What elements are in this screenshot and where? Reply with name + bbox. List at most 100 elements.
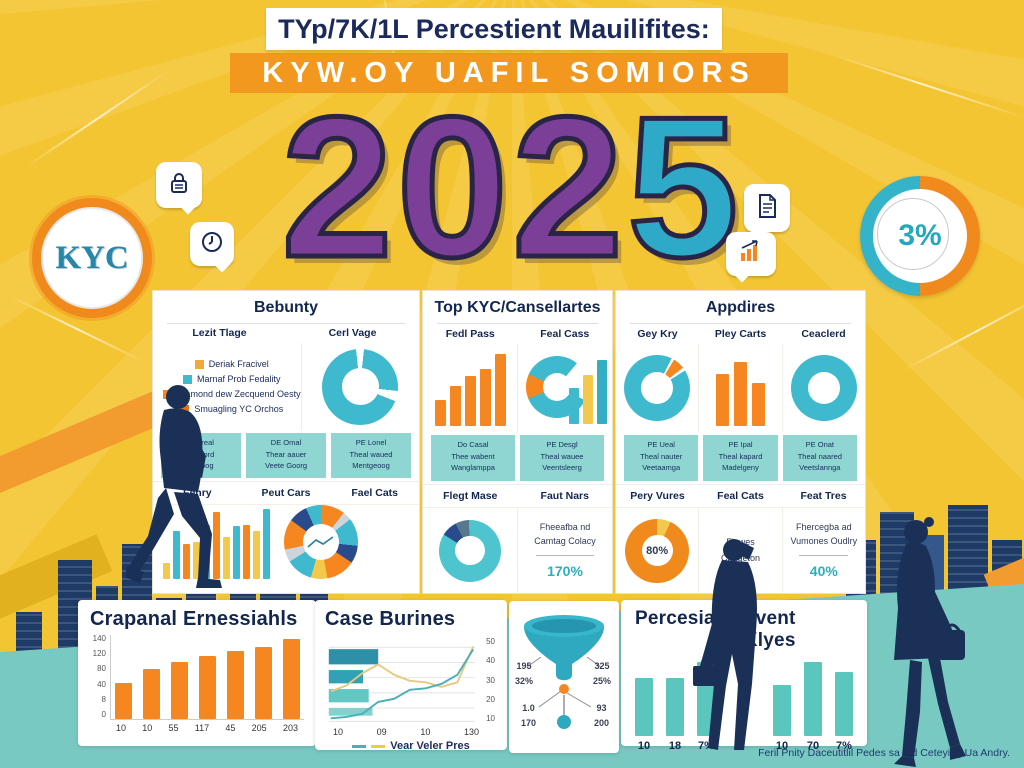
funnel-value: 200 <box>593 718 609 729</box>
info-box: PE Ueal Theal nauter Veetaamga <box>624 435 699 481</box>
bar <box>283 639 300 719</box>
tick-label: 70 <box>806 740 820 752</box>
chart-cell <box>300 343 419 430</box>
donut-chart-gey-kry <box>624 355 691 421</box>
bar <box>183 543 190 579</box>
donut-chart-ceaclerd <box>790 355 857 421</box>
card-title: Crapanal Ernessiahls <box>90 608 298 630</box>
bar <box>173 530 180 579</box>
tick-label: 80 <box>97 664 106 674</box>
kpi-label: Fheeafba nd <box>539 521 591 532</box>
divider <box>799 555 849 557</box>
card-crapanal: Crapanal Ernessiahls 140 120 80 40 8 0 10 10 55… <box>78 600 316 746</box>
document-icon <box>756 193 778 224</box>
bar <box>835 672 853 736</box>
panel-body <box>616 344 865 432</box>
tick-label: 140 <box>92 634 106 643</box>
chart-legend: Vear Veler Pres <box>325 740 497 752</box>
bar <box>233 525 240 579</box>
main-title: TYp/7K/1L Percestient Mauilifites: <box>278 13 710 44</box>
speech-bubble <box>744 184 790 232</box>
tick-label: 0 <box>101 709 106 719</box>
speech-bubble <box>156 162 202 208</box>
panel-top-kyc-cansellartes: Top KYC/Cansellartes Fedl Pass Feal Cass… <box>422 290 613 594</box>
legend-label: Smuagling YC Orchos <box>194 404 284 415</box>
funnel-value: 32% <box>515 676 534 687</box>
info-box: PE Onat Theal naared Veetslannga <box>782 435 857 481</box>
tick-label: 130 <box>463 727 479 737</box>
info-line: Veete Goorg <box>264 461 308 471</box>
chart-cell <box>698 344 781 432</box>
bar <box>263 508 270 579</box>
tick-label: 10 <box>420 727 431 737</box>
tick-label: 20 <box>486 694 495 704</box>
chart-cell <box>423 344 517 432</box>
bar <box>163 562 170 579</box>
footer-caption: Feril Pnity Daceutitlil Pedes sa tod Cet… <box>758 747 1010 759</box>
line-series-series-b <box>330 648 475 720</box>
bar-chart-icon <box>737 239 765 269</box>
bar <box>751 383 765 426</box>
column-header: Faut Nars <box>540 490 589 502</box>
bar <box>243 524 250 579</box>
bar <box>115 683 132 719</box>
divider <box>630 323 851 324</box>
funnel-value: 93 <box>596 703 607 713</box>
bar-chart-crapanal: 140 120 80 40 8 0 <box>90 635 304 720</box>
tick-label: 8 <box>101 694 106 704</box>
info-line: DE Omal <box>270 438 302 447</box>
divider <box>536 555 594 557</box>
funnel-value: 195 <box>516 661 532 671</box>
card-funnel: 195 32% 325 25% 1.0 170 93 200 <box>509 601 619 753</box>
subtitle: KYW.OY UAFIL SOMIORS <box>262 56 756 89</box>
legend-label: Marnaf Prob Fedality <box>197 374 281 385</box>
tick-label: 10 <box>775 740 789 752</box>
donut-chart-flegt-mase <box>439 519 501 582</box>
bar <box>255 647 272 719</box>
funnel-value: 170 <box>521 718 537 729</box>
column-headers: Lezit Tlage Cerl Vage <box>153 324 419 344</box>
chart-cell <box>616 344 698 432</box>
divider <box>167 322 405 324</box>
bar <box>733 362 747 426</box>
kpi-block: Fhercegba ad Vumones Oudlry 40% <box>783 520 865 582</box>
column-header: Lezit Tlage <box>192 327 247 340</box>
year-suffix: 5 <box>625 76 743 299</box>
column-header: Gey Kry <box>637 328 678 340</box>
column-headers: Fedl Pass Feal Cass <box>423 324 612 344</box>
donut-chart-bebunty <box>322 348 399 425</box>
info-box: DE Omal Thear aauer Veete Goorg <box>246 433 326 479</box>
info-line: Veentsleerg <box>542 463 582 473</box>
x-axis: 10 09 10 130 <box>325 727 497 737</box>
info-line: Veetslannga <box>799 463 841 473</box>
speech-bubble <box>190 222 234 266</box>
legend-label: Diamond dew Zecquend Oesty <box>177 389 301 400</box>
bar <box>635 678 653 736</box>
plot-area <box>110 635 304 720</box>
bar <box>715 374 729 426</box>
bar <box>213 511 220 579</box>
legend-item: Deriak Fracivel <box>194 359 269 370</box>
chart-cell <box>781 344 865 432</box>
tick-label: 10 <box>142 723 153 733</box>
bar <box>253 530 260 579</box>
bar-chart-fedl-pass <box>434 350 506 426</box>
legend-label: Deriak Fracivel <box>208 359 269 370</box>
bar <box>227 651 244 719</box>
bar <box>804 662 822 736</box>
tick-label: 09 <box>376 727 387 737</box>
chart-cell <box>517 344 612 432</box>
y-axis: 140 120 80 40 8 0 <box>90 635 110 719</box>
bar <box>143 669 160 719</box>
donut-center-label: 80% <box>646 544 669 557</box>
kyc-badge-label: KYC <box>55 239 129 276</box>
trend-line <box>307 536 334 548</box>
person-silhouette-phone <box>688 534 788 758</box>
info-line: Thear aauer <box>265 449 307 459</box>
kpi-block: Fheeafba nd Camtag Colacy 170% <box>518 520 612 582</box>
bar-chart-tvent-klyes: 10 70 7% <box>773 660 853 752</box>
info-box: PE Ipal Theal kapard Madelgeny <box>703 435 778 481</box>
tick-label: 40 <box>486 656 495 666</box>
column-header: Fedl Pass <box>445 328 495 340</box>
y-axis: 50 40 30 20 10 <box>486 637 495 723</box>
